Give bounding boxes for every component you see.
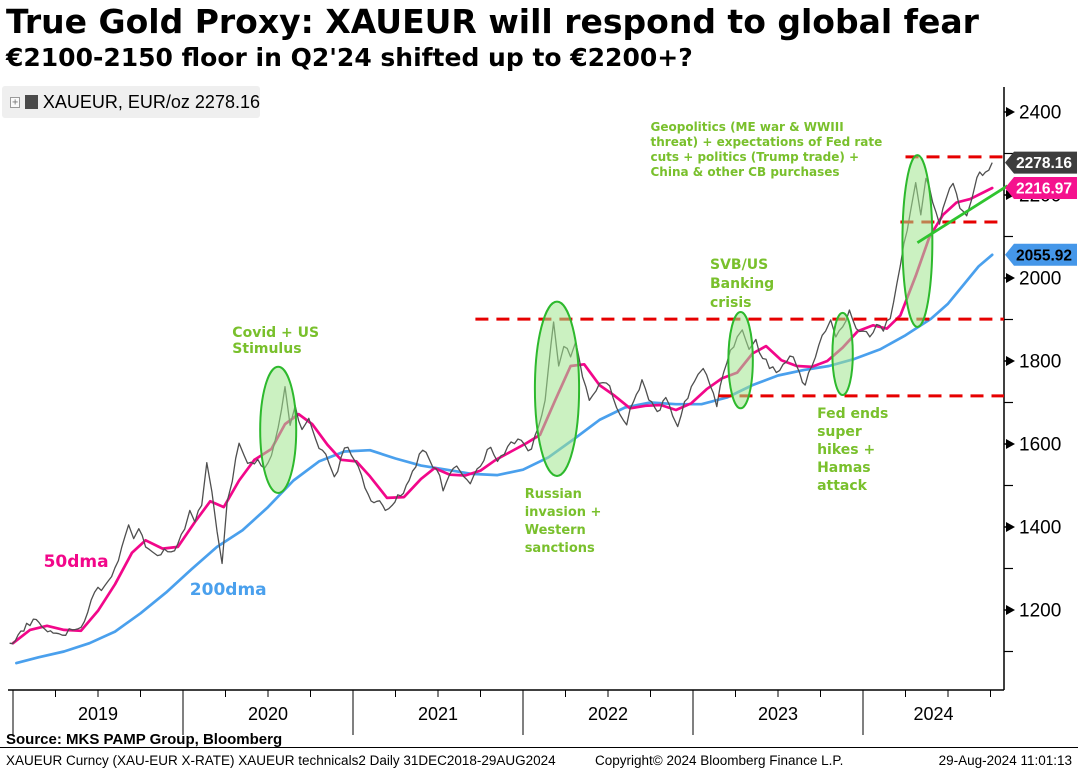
legend-expand-icon[interactable]: + [10, 96, 21, 108]
x-axis-year-label: 2022 [588, 704, 628, 724]
footer-timestamp: 29-Aug-2024 11:01:13 [938, 753, 1072, 768]
price-chip-label-last-price: 2278.16 [1016, 155, 1072, 172]
y-axis-tick-label: 1600 [1019, 435, 1061, 456]
price-chip-ma50-price [1005, 176, 1077, 199]
y-axis-tick-arrow [1006, 190, 1015, 200]
x-axis-year-label: 2023 [758, 704, 798, 724]
legend-series-swatch [25, 95, 38, 109]
price-chip-label-ma50-price: 2216.97 [1016, 180, 1072, 197]
event-ellipse-russia [533, 300, 581, 477]
event-annotation-geopolitics: Geopolitics (ME war & WWIII threat) + exp… [650, 120, 883, 180]
page-title: True Gold Proxy: XAUEUR will respond to … [6, 2, 979, 41]
footer-ticker-info: XAUEUR Curncy (XAU-EUR X-RATE) XAUEUR te… [6, 753, 556, 768]
source-note: Source: MKS PAMP Group, Bloomberg [6, 731, 283, 748]
y-axis-tick-arrow [1006, 522, 1015, 532]
event-ellipse-rally-2024 [901, 154, 934, 328]
y-axis-tick-label: 1400 [1019, 518, 1061, 539]
line-label-ma50: 50dma [43, 551, 109, 572]
y-axis-tick-arrow [1006, 605, 1015, 615]
event-annotation-svb: SVB/US Banking crisis [710, 257, 775, 311]
chart-legend: + XAUEUR, EUR/oz 2278.16 [2, 86, 260, 118]
price-chip-label-ma200-price: 2055.92 [1016, 247, 1072, 264]
ma200-line [15, 253, 994, 665]
event-ellipse-fed-hamas [831, 311, 854, 397]
y-axis-tick-arrow [1006, 439, 1015, 449]
event-annotation-russia: Russian invasion + Western sanctions [524, 486, 602, 556]
legend-series-label: XAUEUR, EUR/oz 2278.16 [42, 91, 260, 112]
y-axis-tick-label: 1800 [1019, 352, 1061, 373]
price-series-line [9, 162, 993, 645]
footer-divider [0, 747, 1078, 748]
price-chip-last-price [1005, 151, 1077, 174]
chart-subtitle: €2100-2150 floor in Q2'24 shifted up to … [6, 43, 693, 72]
y-axis-tick-arrow [1006, 107, 1015, 117]
y-axis-tick-label: 1200 [1019, 601, 1061, 622]
y-axis-tick-label: 2400 [1019, 103, 1061, 124]
event-ellipse-svb [727, 311, 754, 410]
event-annotation-covid: Covid + US Stimulus [232, 324, 320, 357]
price-chip-ma200-price [1005, 243, 1077, 266]
y-axis-tick-label: 2000 [1019, 269, 1061, 290]
x-axis-year-label: 2024 [913, 704, 953, 724]
x-axis-year-label: 2021 [418, 704, 458, 724]
event-ellipse-covid [259, 365, 298, 494]
x-axis-year-label: 2020 [248, 704, 288, 724]
y-axis-tick-arrow [1006, 356, 1015, 366]
x-axis-year-label: 2019 [78, 704, 118, 724]
y-axis-tick-arrow [1006, 273, 1015, 283]
footer-bar: XAUEUR Curncy (XAU-EUR X-RATE) XAUEUR te… [0, 751, 1078, 769]
trendline [916, 184, 1009, 244]
footer-copyright: Copyright© 2024 Bloomberg Finance L.P. [595, 753, 844, 768]
event-annotation-fed-hamas: Fed ends super hikes + Hamas attack [817, 406, 889, 495]
line-label-ma200: 200dma [189, 579, 267, 600]
